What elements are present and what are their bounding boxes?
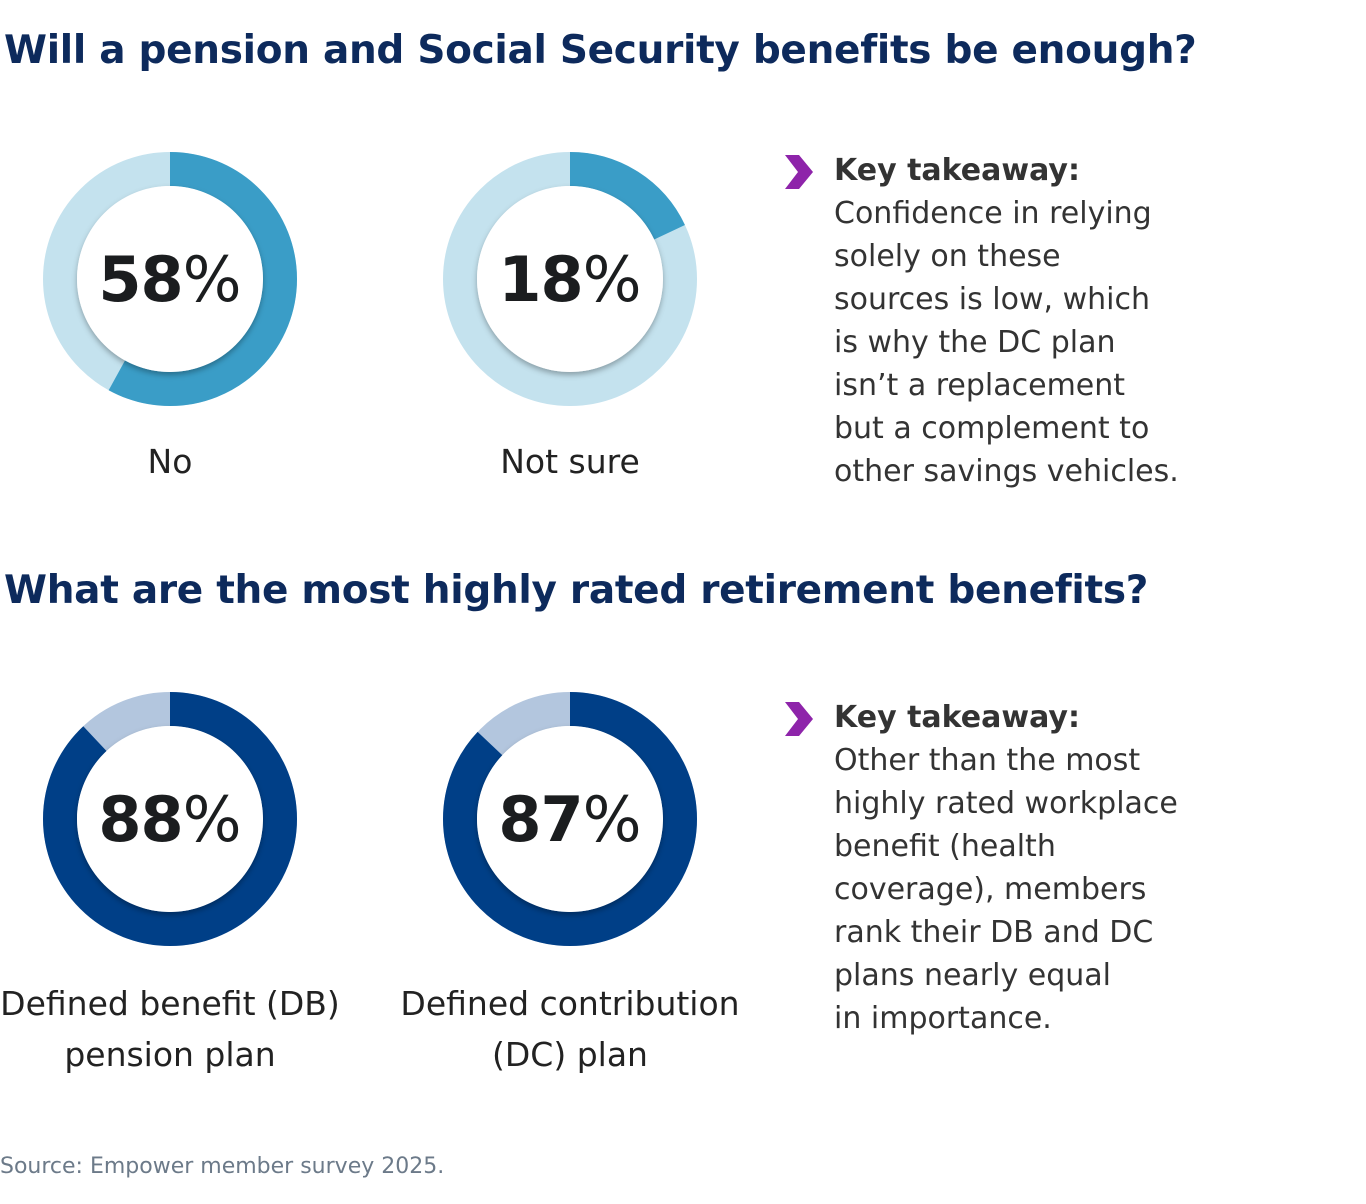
donut-center <box>477 186 663 372</box>
key-takeaway: Key takeaway: Confidence in relying sole… <box>834 149 1194 493</box>
chevron-right-icon <box>785 155 813 189</box>
donut-label: Defined benefit (DB) pension plan <box>0 978 370 1080</box>
percent-value: 18% <box>440 149 700 409</box>
chevron-right-icon <box>785 702 813 736</box>
donut-label: Defined contribution (DC) plan <box>370 978 770 1080</box>
takeaway-heading: Key takeaway: <box>834 153 1080 188</box>
donut-center <box>477 726 663 912</box>
takeaway-line: coverage), members <box>834 872 1147 907</box>
takeaway-line: rank their DB and DC <box>834 915 1154 950</box>
donut-label-line: Not sure <box>500 442 640 481</box>
donut-center <box>77 186 263 372</box>
takeaway-line: highly rated workplace <box>834 786 1178 821</box>
donut-chart: 87% <box>440 689 700 949</box>
section-title: Will a pension and Social Security benef… <box>4 28 1197 73</box>
section-title: What are the most highly rated retiremen… <box>4 568 1149 613</box>
percent-value: 87% <box>440 689 700 949</box>
donut-value-arc <box>43 152 297 406</box>
donut-chart: 18% <box>440 149 700 409</box>
percent-sign: % <box>182 242 242 316</box>
takeaway-line: is why the DC plan <box>834 325 1116 360</box>
donut-label-line: No <box>147 442 193 481</box>
takeaway-line: benefit (health <box>834 829 1056 864</box>
donut-label: No <box>0 436 370 487</box>
percent-number: 58 <box>98 242 183 316</box>
takeaway-line: Confidence in relying <box>834 196 1152 231</box>
takeaway-heading: Key takeaway: <box>834 700 1080 735</box>
donut-label-line: Defined benefit (DB) <box>0 984 340 1023</box>
donut-value-arc <box>443 152 697 406</box>
donut-center <box>77 726 263 912</box>
donut-chart: 58% <box>40 149 300 409</box>
percent-value: 58% <box>40 149 300 409</box>
takeaway-line: in importance. <box>834 1001 1052 1036</box>
donut-label: Not sure <box>370 436 770 487</box>
donut-chart: 88% <box>40 689 300 949</box>
takeaway-line: sources is low, which <box>834 282 1150 317</box>
percent-number: 87 <box>498 782 583 856</box>
donut-label-line: pension plan <box>64 1035 276 1074</box>
donut-label-line: (DC) plan <box>492 1035 648 1074</box>
takeaway-line: solely on these <box>834 239 1061 274</box>
takeaway-line: but a complement to <box>834 411 1150 446</box>
percent-sign: % <box>582 782 642 856</box>
source-note: Source: Empower member survey 2025. <box>0 1154 445 1179</box>
donut-value-arc <box>443 692 697 946</box>
percent-value: 88% <box>40 689 300 949</box>
takeaway-line: Other than the most <box>834 743 1141 778</box>
takeaway-line: isn’t a replacement <box>834 368 1126 403</box>
takeaway-line: other savings vehicles. <box>834 454 1179 489</box>
percent-number: 18 <box>498 242 583 316</box>
percent-number: 88 <box>98 782 183 856</box>
key-takeaway: Key takeaway: Other than the most highly… <box>834 696 1194 1040</box>
donut-label-line: Defined contribution <box>400 984 740 1023</box>
percent-sign: % <box>182 782 242 856</box>
donut-value-arc <box>43 692 297 946</box>
takeaway-line: plans nearly equal <box>834 958 1111 993</box>
percent-sign: % <box>582 242 642 316</box>
